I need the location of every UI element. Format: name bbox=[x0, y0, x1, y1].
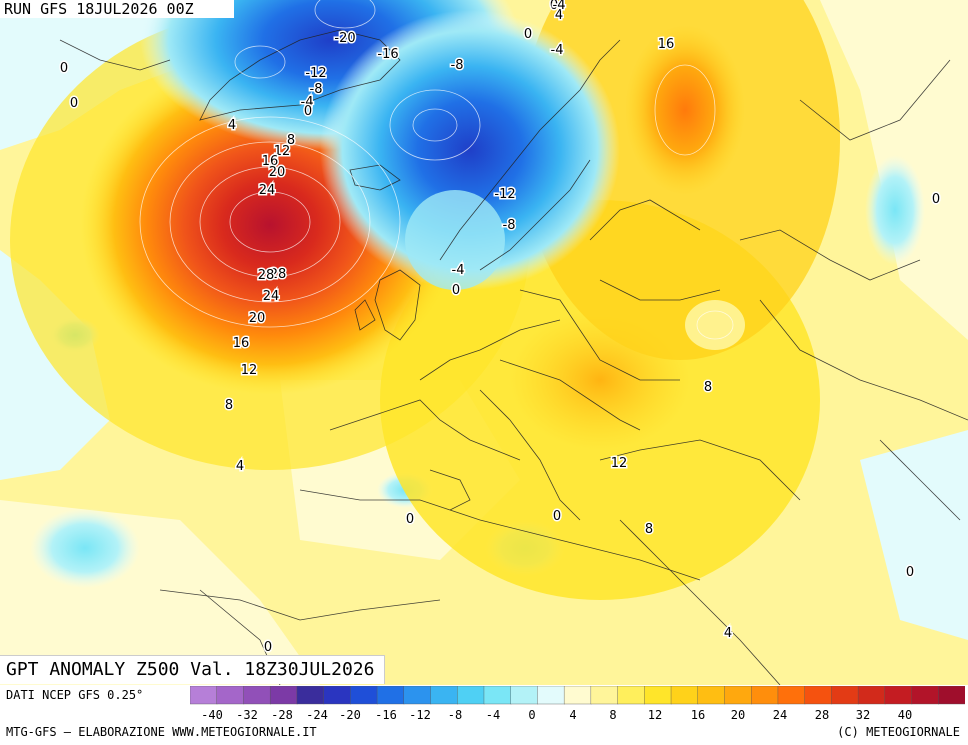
color-scale-tick-label: 12 bbox=[648, 708, 662, 722]
contour-label: 8 bbox=[225, 398, 233, 413]
contour-label: 8 bbox=[645, 522, 653, 537]
color-scale-tick-label: 16 bbox=[691, 708, 705, 722]
contour-label: 4 bbox=[724, 626, 732, 641]
color-scale-swatch bbox=[403, 686, 432, 705]
color-scale-swatch bbox=[510, 686, 539, 705]
contour-label: 0 bbox=[524, 27, 532, 42]
contour-label: 20 bbox=[249, 311, 266, 326]
color-scale-swatch bbox=[376, 686, 405, 705]
contour-label: 16 bbox=[658, 37, 675, 52]
data-source-label: DATI NCEP GFS 0.25° bbox=[6, 688, 144, 702]
map-title: GPT ANOMALY Z500 Val. 18Z30JUL2026 bbox=[0, 655, 386, 684]
color-scale-tick-label: 8 bbox=[609, 708, 616, 722]
color-scale-tick-label: -8 bbox=[448, 708, 462, 722]
color-scale-tick-label: -32 bbox=[236, 708, 258, 722]
color-scale-tick-label: -40 bbox=[201, 708, 223, 722]
anomaly-map: -20-16-12-8-40481216202428-8-4040-416-12… bbox=[0, 0, 968, 685]
color-scale-tick-label: 32 bbox=[856, 708, 870, 722]
contour-label: 0 bbox=[452, 283, 460, 298]
contour-label: -12 bbox=[305, 66, 326, 81]
color-scale-swatch bbox=[884, 686, 913, 705]
contour-label: 0 bbox=[906, 565, 914, 580]
credit-label: MTG-GFS – ELABORAZIONE WWW.METEOGIORNALE… bbox=[6, 725, 317, 739]
color-scale-tick-label: -4 bbox=[486, 708, 500, 722]
contour-label: 0 bbox=[304, 104, 312, 119]
color-scale-swatch bbox=[911, 686, 939, 705]
color-scale: -40 -32 -28 -24 -20 -16 -12 -8 -4 0 4 8 12 16 20 24 28 32… bbox=[190, 686, 965, 722]
contour-label: -4 bbox=[551, 43, 564, 58]
color-scale-tick-label: 4 bbox=[569, 708, 576, 722]
color-scale-swatch bbox=[483, 686, 512, 705]
color-scale-swatch bbox=[350, 686, 378, 705]
contour-label: 8 bbox=[704, 380, 712, 395]
contour-label: -4 bbox=[553, 0, 566, 13]
color-scale-tick-label: 0 bbox=[528, 708, 535, 722]
contour-label: -8 bbox=[451, 58, 464, 73]
contour-label: 12 bbox=[241, 363, 258, 378]
color-scale-swatch bbox=[697, 686, 726, 705]
color-scale-swatch bbox=[190, 686, 218, 705]
contour-label: -8 bbox=[503, 218, 516, 233]
contour-label: 0 bbox=[406, 512, 414, 527]
footer: DATI NCEP GFS 0.25° -40 -32 -28 -24 -20 -16 -1… bbox=[0, 685, 968, 745]
contour-label: 12 bbox=[611, 456, 628, 471]
contour-label: 0 bbox=[553, 509, 561, 524]
color-scale-swatch bbox=[537, 686, 565, 705]
color-scale-swatch bbox=[563, 686, 592, 705]
contour-label: 8 bbox=[287, 133, 295, 148]
contour-label: -4 bbox=[301, 95, 314, 110]
color-scale-tick-label: -28 bbox=[271, 708, 293, 722]
color-scale-swatch bbox=[269, 686, 298, 705]
contour-label: -4 bbox=[452, 263, 465, 278]
color-scale-tick-label: 28 bbox=[815, 708, 829, 722]
contour-label: 4 bbox=[555, 8, 563, 23]
contour-label: 20 bbox=[269, 165, 286, 180]
color-scale-tick-label: 40 bbox=[898, 708, 912, 722]
color-scale-swatch bbox=[323, 686, 352, 705]
contour-label: 28 bbox=[270, 267, 287, 282]
color-scale-swatch bbox=[938, 686, 965, 705]
color-scale-swatch bbox=[617, 686, 646, 705]
contour-label: 24 bbox=[259, 183, 276, 198]
color-scale-swatch bbox=[751, 686, 779, 705]
color-scale-swatch bbox=[430, 686, 458, 705]
contour-label: 16 bbox=[233, 336, 250, 351]
contour-label: 0 bbox=[70, 96, 78, 111]
color-scale-tick-label: -12 bbox=[409, 708, 431, 722]
color-scale-swatch bbox=[590, 686, 619, 705]
color-scale-swatch bbox=[670, 686, 699, 705]
color-scale-tick-label: 20 bbox=[731, 708, 745, 722]
color-scale-swatch bbox=[831, 686, 859, 705]
contour-label: 24 bbox=[263, 289, 280, 304]
contour-label: 0 bbox=[264, 640, 272, 655]
color-scale-swatch bbox=[216, 686, 245, 705]
contour-label: -8 bbox=[310, 82, 323, 97]
contour-label: 4 bbox=[236, 459, 244, 474]
color-scale-swatch bbox=[724, 686, 752, 705]
color-scale-swatch bbox=[777, 686, 806, 705]
color-scale-tick-label: -20 bbox=[339, 708, 361, 722]
contour-labels: -20-16-12-8-40481216202428-8-4040-416-12… bbox=[58, 0, 941, 657]
contour-label: 4 bbox=[228, 118, 236, 133]
color-scale-tick-label: -24 bbox=[306, 708, 328, 722]
contour-label: 16 bbox=[262, 154, 279, 169]
contour-label: 0 bbox=[550, 0, 558, 13]
contour-label: 12 bbox=[274, 144, 291, 159]
color-scale-swatch bbox=[804, 686, 833, 705]
contour-label: 0 bbox=[932, 192, 940, 207]
color-scale-swatch bbox=[857, 686, 886, 705]
color-scale-swatch bbox=[644, 686, 672, 705]
copyright-label: (C) METEOGIORNALE bbox=[837, 725, 960, 739]
contour-label: -20 bbox=[334, 31, 355, 46]
contour-label: 0 bbox=[60, 61, 68, 76]
contour-label: -16 bbox=[377, 47, 398, 62]
contour-label: 28 bbox=[258, 268, 275, 283]
color-scale-tick-label: 24 bbox=[773, 708, 787, 722]
color-scale-swatch bbox=[243, 686, 271, 705]
color-scale-tick-label: -16 bbox=[375, 708, 397, 722]
color-scale-swatch bbox=[457, 686, 485, 705]
run-label: RUN GFS 18JUL2026 00Z bbox=[0, 0, 234, 18]
contour-label: -12 bbox=[494, 187, 515, 202]
color-scale-swatch bbox=[296, 686, 325, 705]
